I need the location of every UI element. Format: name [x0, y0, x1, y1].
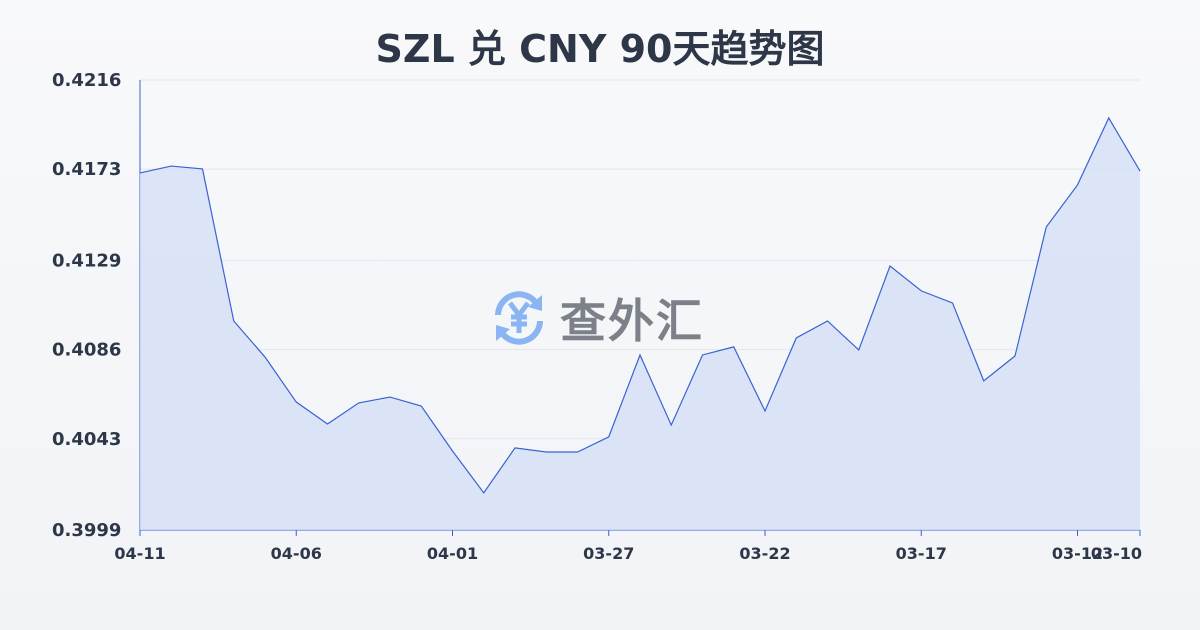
yen-exchange-icon: [495, 291, 543, 345]
y-tick-label: 0.4129: [52, 250, 121, 271]
y-tick-label: 0.4216: [52, 70, 121, 91]
y-tick-label: 0.4173: [52, 159, 121, 180]
x-tick-label: 03-22: [739, 544, 790, 563]
x-tick-label: 04-01: [427, 544, 478, 563]
area-fill: [140, 117, 1140, 530]
x-tick-label: 04-06: [271, 544, 322, 563]
y-tick-label: 0.4086: [52, 340, 121, 361]
watermark: 查外汇: [488, 285, 704, 351]
x-tick-label: 04-11: [114, 544, 165, 563]
y-tick-label: 0.3999: [52, 520, 121, 541]
watermark-text: 查外汇: [560, 294, 704, 348]
y-tick-label: 0.4043: [52, 429, 121, 450]
x-tick-label: 03-27: [583, 544, 634, 563]
chart-title: SZL 兑 CNY 90天趋势图: [375, 27, 825, 71]
x-tick-label: 03-17: [896, 544, 947, 563]
x-tick-label: 03-12: [1052, 544, 1103, 563]
x-tick-label: 03-10: [1091, 544, 1142, 563]
